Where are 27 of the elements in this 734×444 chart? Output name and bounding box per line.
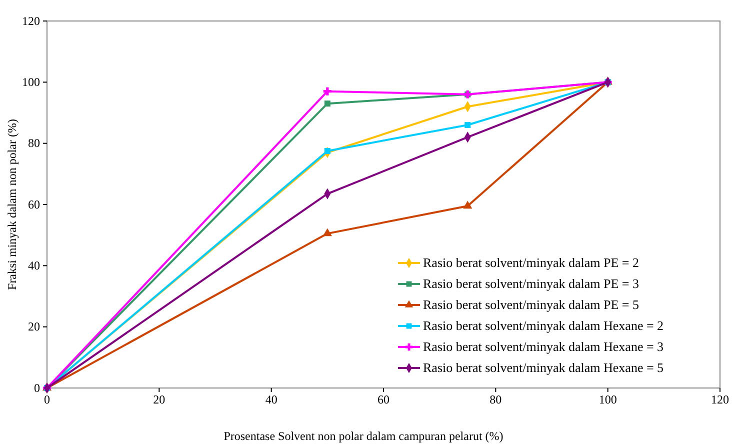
- x-tick-label: 0: [44, 392, 50, 407]
- legend-label: Rasio berat solvent/minyak dalam Hexane = 2: [423, 318, 664, 333]
- point: [323, 87, 332, 96]
- legend-label: Rasio berat solvent/minyak dalam Hexane = 3: [423, 339, 664, 354]
- x-tick-label: 60: [378, 392, 390, 407]
- y-axis-title: Fraksi minyak dalam non polar (%): [5, 119, 19, 290]
- x-tick-label: 40: [265, 392, 278, 407]
- point: [324, 100, 330, 107]
- y-tick-label: 100: [22, 75, 40, 90]
- legend-label: Rasio berat solvent/minyak dalam PE = 2: [423, 255, 640, 270]
- x-tick-label: 20: [153, 392, 166, 407]
- legend-label: Rasio berat solvent/minyak dalam PE = 5: [423, 297, 640, 312]
- x-tick-label: 120: [711, 392, 729, 407]
- y-tick-label: 20: [28, 320, 40, 334]
- legend-label: Rasio berat solvent/minyak dalam Hexane = 5: [423, 360, 664, 375]
- point: [463, 200, 472, 209]
- point: [464, 122, 471, 128]
- x-axis-title: Prosentase Solvent non polar dalam campuran pelarut (%): [224, 429, 504, 443]
- point: [322, 228, 332, 236]
- y-tick-label: 80: [28, 136, 40, 150]
- y-tick-label: 40: [28, 258, 40, 273]
- x-tick-label: 80: [490, 392, 502, 407]
- y-tick-label: 120: [22, 14, 40, 28]
- y-tick-label: 60: [28, 197, 40, 212]
- x-tick-label: 100: [598, 392, 617, 407]
- y-tick-label: 0: [34, 380, 40, 395]
- legend-label: Rasio berat solvent/minyak dalam PE = 3: [423, 276, 640, 291]
